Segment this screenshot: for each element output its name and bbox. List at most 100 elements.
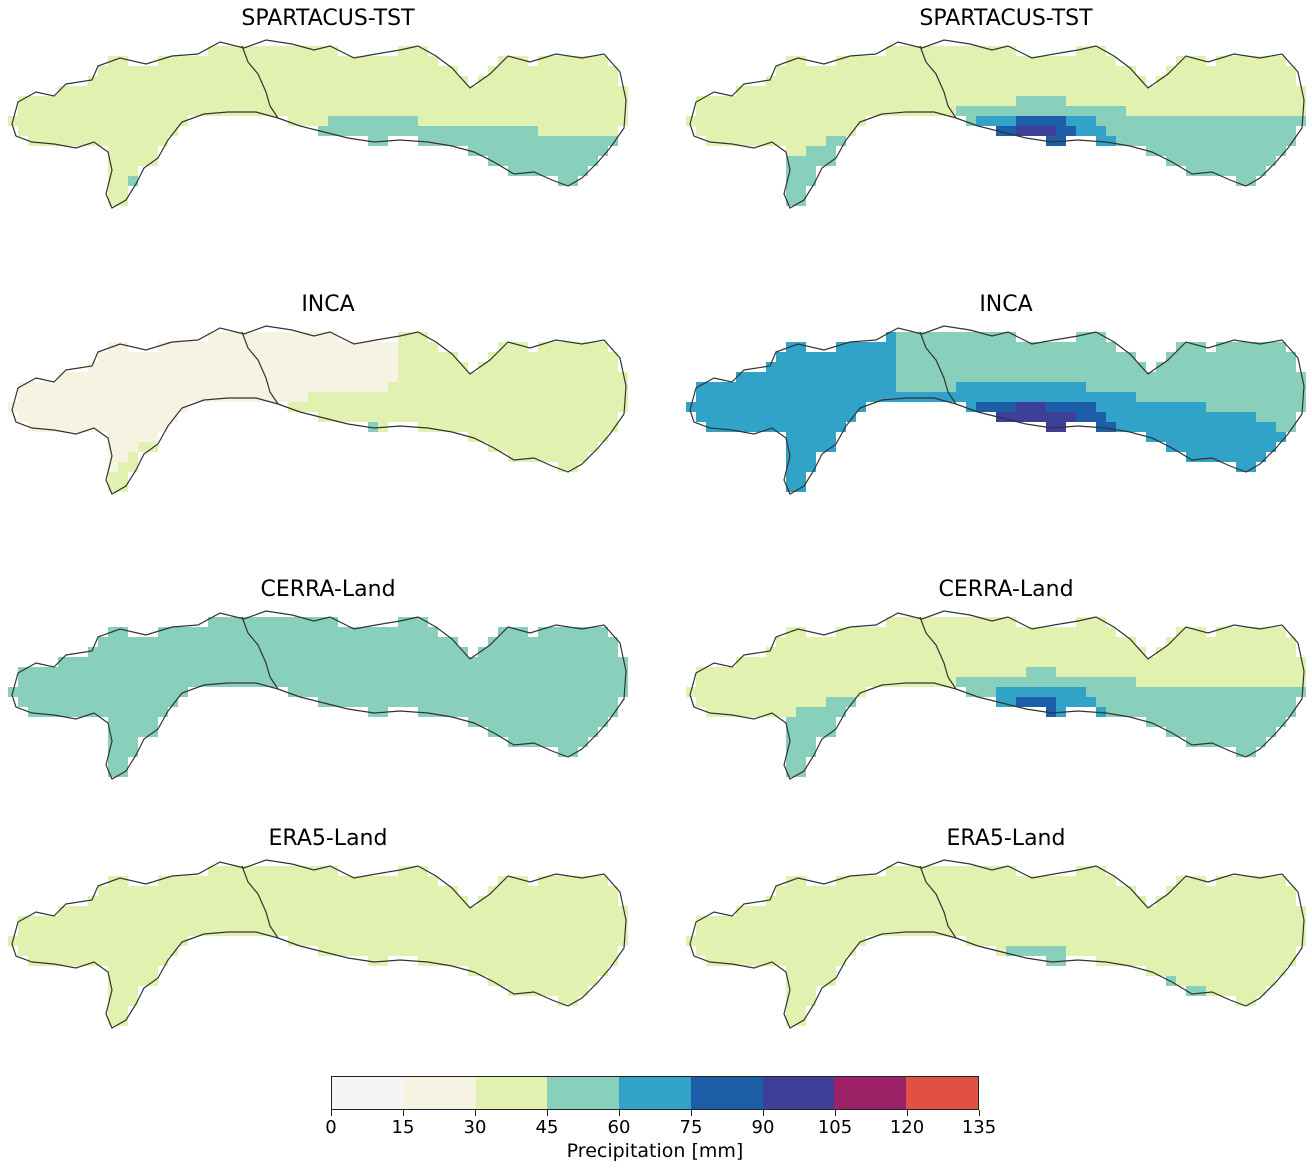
- grid-cell: [766, 936, 776, 946]
- grid-cell: [766, 106, 776, 116]
- grid-cell: [1186, 627, 1196, 637]
- grid-cell: [756, 697, 766, 707]
- grid-cell: [378, 402, 388, 412]
- grid-cell: [1206, 667, 1216, 677]
- grid-cell: [1186, 697, 1196, 707]
- grid-cell: [1166, 647, 1176, 657]
- grid-cell: [438, 697, 448, 707]
- grid-cell: [188, 66, 198, 76]
- grid-cell: [548, 156, 558, 166]
- grid-cell: [318, 647, 328, 657]
- grid-cell: [1156, 647, 1166, 657]
- grid-cell: [1186, 352, 1196, 362]
- grid-cell: [1116, 886, 1126, 896]
- grid-cell: [148, 66, 158, 76]
- grid-cell: [1176, 896, 1186, 906]
- grid-cell: [966, 657, 976, 667]
- grid-cell: [318, 362, 328, 372]
- grid-cell: [756, 687, 766, 697]
- grid-cell: [796, 697, 806, 707]
- grid-cell: [1256, 717, 1266, 727]
- grid-cell: [1196, 412, 1206, 422]
- grid-cell: [418, 677, 428, 687]
- grid-cell: [826, 126, 836, 136]
- grid-cell: [756, 946, 766, 956]
- grid-cell: [956, 362, 966, 372]
- grid-cell: [726, 677, 736, 687]
- grid-cell: [1046, 627, 1056, 637]
- grid-cell: [128, 707, 138, 717]
- grid-cell: [756, 707, 766, 717]
- grid-cell: [158, 86, 168, 96]
- grid-cell: [1236, 886, 1246, 896]
- grid-cell: [488, 392, 498, 402]
- grid-cell: [508, 86, 518, 96]
- grid-cell: [1236, 657, 1246, 667]
- grid-cell: [168, 126, 178, 136]
- grid-cell: [866, 382, 876, 392]
- grid-cell: [786, 372, 796, 382]
- grid-cell: [558, 352, 568, 362]
- grid-cell: [856, 86, 866, 96]
- grid-cell: [448, 422, 458, 432]
- grid-cell: [1066, 667, 1076, 677]
- grid-cell: [1096, 352, 1106, 362]
- grid-cell: [578, 916, 588, 926]
- grid-cell: [766, 402, 776, 412]
- grid-cell: [996, 647, 1006, 657]
- grid-cell: [946, 886, 956, 896]
- grid-cell: [1216, 976, 1226, 986]
- grid-cell: [408, 382, 418, 392]
- grid-cell: [1166, 96, 1176, 106]
- grid-cell: [776, 412, 786, 422]
- grid-cell: [208, 56, 218, 66]
- grid-cell: [1216, 667, 1226, 677]
- grid-cell: [1206, 432, 1216, 442]
- grid-cell: [48, 926, 58, 936]
- grid-cell: [368, 96, 378, 106]
- grid-cell: [98, 76, 108, 86]
- grid-cell: [28, 392, 38, 402]
- grid-cell: [826, 76, 836, 86]
- grid-cell: [108, 146, 118, 156]
- grid-cell: [706, 667, 716, 677]
- grid-cell: [208, 372, 218, 382]
- grid-cell: [1216, 86, 1226, 96]
- grid-cell: [468, 422, 478, 432]
- grid-cell: [88, 392, 98, 402]
- grid-cell: [1176, 657, 1186, 667]
- grid-cell: [568, 452, 578, 462]
- grid-cell: [218, 372, 228, 382]
- grid-cell: [208, 392, 218, 402]
- grid-cell: [1116, 707, 1126, 717]
- grid-cell: [1086, 96, 1096, 106]
- grid-cell: [528, 737, 538, 747]
- grid-cell: [1046, 56, 1056, 66]
- grid-cell: [1126, 382, 1136, 392]
- grid-cell: [158, 637, 168, 647]
- grid-cell: [488, 116, 498, 126]
- grid-cell: [716, 687, 726, 697]
- grid-cell: [1246, 136, 1256, 146]
- grid-cell: [608, 412, 618, 422]
- grid-cell: [218, 362, 228, 372]
- grid-cell: [866, 362, 876, 372]
- grid-cell: [578, 56, 588, 66]
- grid-cell: [926, 66, 936, 76]
- grid-cell: [1196, 116, 1206, 126]
- grid-cell: [38, 402, 48, 412]
- grid-cell: [498, 657, 508, 667]
- grid-cell: [1096, 422, 1106, 432]
- grid-cell: [836, 707, 846, 717]
- grid-cell: [588, 956, 598, 966]
- grid-cell: [438, 422, 448, 432]
- grid-cell: [138, 886, 148, 896]
- grid-cell: [408, 687, 418, 697]
- grid-cell: [986, 382, 996, 392]
- grid-cell: [128, 637, 138, 647]
- grid-cell: [208, 647, 218, 657]
- grid-cell: [68, 372, 78, 382]
- grid-cell: [368, 906, 378, 916]
- grid-cell: [1226, 677, 1236, 687]
- grid-cell: [786, 76, 796, 86]
